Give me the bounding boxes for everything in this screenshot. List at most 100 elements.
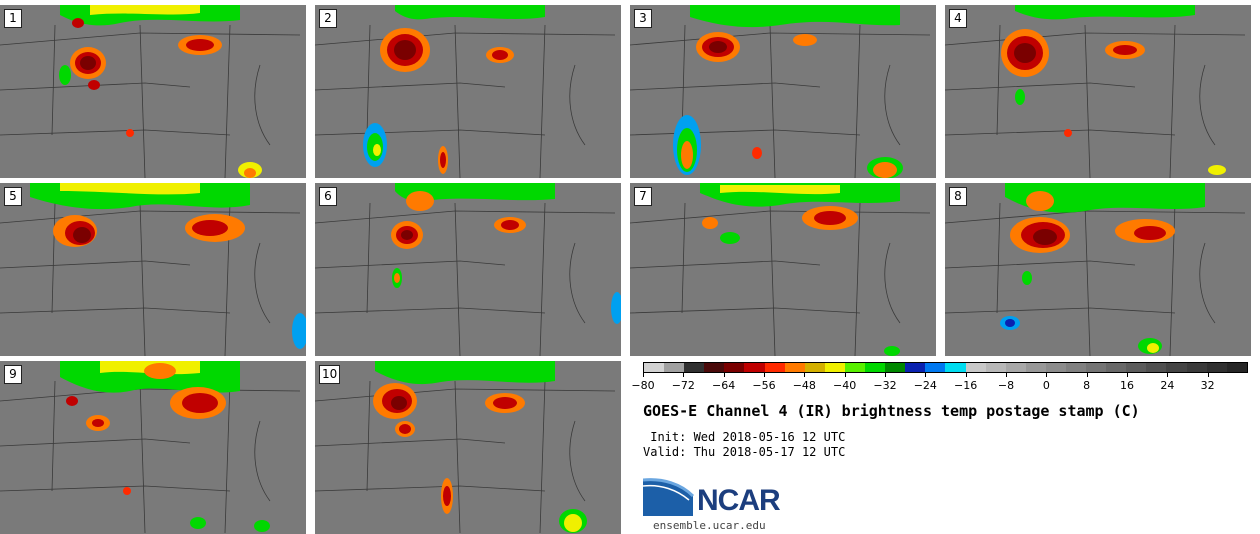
panel-label: 5 (4, 187, 22, 206)
panel-label: 8 (949, 187, 967, 206)
ir-map-3 (630, 5, 931, 178)
member-panel-3: 3 (630, 5, 936, 178)
colorbar-tick (1207, 373, 1209, 377)
ir-map-8 (945, 183, 1246, 356)
colorbar-swatch (1045, 363, 1066, 372)
colorbar-swatch (925, 363, 946, 372)
colorbar-tick-label: −40 (833, 379, 857, 392)
cloud-tops (30, 183, 306, 349)
colorbar-tick-label: −64 (712, 379, 736, 392)
colorbar-tick (1086, 373, 1088, 377)
colorbar-swatch (1206, 363, 1227, 372)
colorbar-ticks: −80 −72 −64 −56 −48 −40 −32 −24 −16 −8 0 8 16 24 32 (631, 373, 1248, 395)
colorbar-swatch (1126, 363, 1147, 372)
colorbar-tick-label: −48 (792, 379, 816, 392)
colorbar-tick-label: 8 (1083, 379, 1091, 392)
ncar-logo-icon (643, 478, 695, 516)
colorbar-swatch (945, 363, 966, 372)
colorbar-tick-label: −32 (873, 379, 897, 392)
cloud-tops (363, 5, 545, 174)
colorbar-tick-label: −8 (997, 379, 1015, 392)
state-borders (315, 202, 616, 356)
colorbar-tick-label: −72 (671, 379, 695, 392)
colorbar-tick (885, 373, 886, 377)
colorbar-swatch (905, 363, 926, 372)
member-panel-1: 1 (0, 5, 306, 178)
cloud-tops (673, 5, 903, 178)
colorbar-swatch (704, 363, 725, 372)
chart-title: GOES-E Channel 4 (IR) brightness temp po… (643, 402, 1140, 420)
colorbar-swatch (885, 363, 906, 372)
colorbar-tick (683, 373, 685, 377)
cloud-tops (1001, 5, 1226, 175)
colorbar-tick (804, 373, 806, 377)
ncar-logo-text: NCAR (697, 484, 781, 517)
colorbar-tick-label: 24 (1160, 379, 1175, 392)
valid-time: Valid: Thu 2018-05-17 12 UTC (643, 445, 846, 459)
ir-map-5 (0, 183, 306, 356)
colorbar-tick-label: 16 (1120, 379, 1134, 392)
colorbar-swatch (1065, 363, 1087, 372)
colorbar-tick (723, 373, 725, 377)
colorbar-swatch (824, 363, 845, 372)
colorbar-swatch (744, 363, 765, 372)
state-borders (630, 24, 931, 178)
member-panel-9: 9 (0, 361, 306, 534)
colorbar-tick (1167, 373, 1169, 377)
colorbar-swatch (1025, 363, 1046, 372)
colorbar-swatch (784, 363, 805, 372)
member-panel-6: 6 (315, 183, 621, 356)
state-borders (0, 24, 301, 178)
panel-label: 4 (949, 9, 967, 28)
cloud-tops (391, 183, 621, 324)
member-panel-5: 5 (0, 183, 306, 356)
state-borders (315, 24, 616, 178)
member-panel-4: 4 (945, 5, 1251, 178)
state-borders (945, 24, 1246, 178)
colorbar-swatch (865, 363, 886, 372)
panel-label: 10 (319, 365, 341, 384)
member-panel-10: 10 (315, 361, 621, 534)
colorbar (643, 362, 1248, 373)
colorbar-swatch (1226, 363, 1247, 372)
ir-map-7 (630, 183, 931, 356)
state-borders (0, 202, 301, 356)
colorbar-tick (965, 373, 967, 377)
colorbar-tick-label: −80 (631, 379, 655, 392)
ir-map-4 (945, 5, 1246, 178)
colorbar-swatch (1146, 363, 1167, 372)
colorbar-swatch (1106, 363, 1127, 372)
state-borders (0, 380, 301, 533)
cloud-tops (373, 361, 587, 533)
colorbar-swatch (724, 363, 745, 372)
panel-label: 3 (634, 9, 652, 28)
member-panel-2: 2 (315, 5, 621, 178)
colorbar-swatch (1186, 363, 1207, 372)
ir-map-10 (315, 361, 616, 533)
ir-map-9 (0, 361, 301, 533)
colorbar-swatch (684, 363, 705, 372)
colorbar-swatch (1086, 363, 1107, 372)
colorbar-tick (1046, 373, 1048, 377)
state-borders (945, 202, 1246, 356)
colorbar-tick (925, 373, 927, 377)
colorbar-tick (1127, 373, 1128, 377)
colorbar-tick (844, 373, 846, 377)
cloud-tops (59, 5, 262, 178)
panel-label: 6 (319, 187, 337, 206)
colorbar-tick-label: −56 (752, 379, 776, 392)
colorbar-tick-label: 0 (1042, 379, 1050, 392)
colorbar-swatch (1005, 363, 1026, 372)
colorbar-swatch (664, 363, 685, 372)
colorbar-swatch (844, 363, 866, 372)
cloud-tops (60, 361, 270, 532)
member-panel-8: 8 (945, 183, 1251, 356)
panel-label: 9 (4, 365, 22, 384)
colorbar-tick (764, 373, 765, 377)
colorbar-swatch (985, 363, 1006, 372)
colorbar-tick-label: −16 (954, 379, 978, 392)
cloud-tops (700, 183, 900, 356)
ir-map-1 (0, 5, 301, 178)
colorbar-swatch (965, 363, 986, 372)
colorbar-swatch (644, 363, 665, 372)
